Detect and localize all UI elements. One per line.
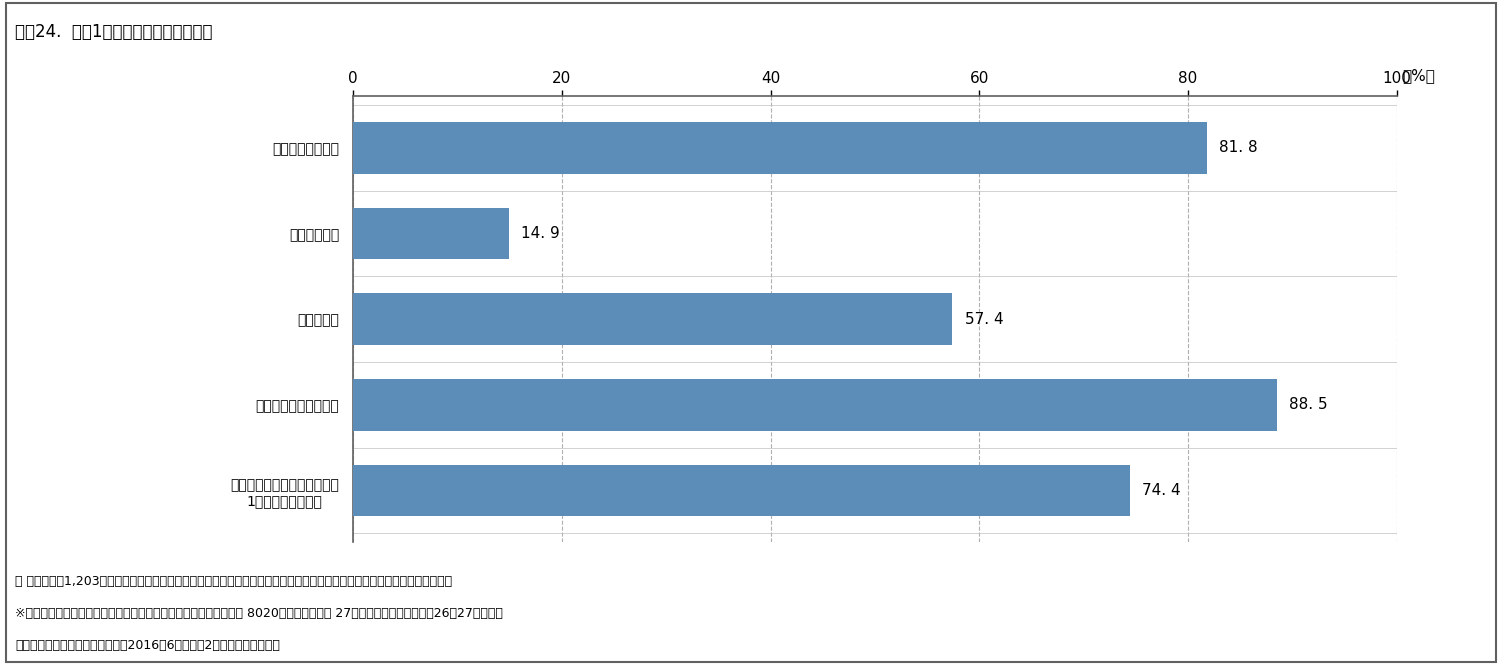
- Bar: [353, 293, 952, 345]
- Text: 88. 5: 88. 5: [1289, 398, 1328, 412]
- Text: （%）: （%）: [1401, 68, 1434, 83]
- Text: 14. 9: 14. 9: [521, 226, 560, 241]
- Text: 図表24.  過去1ヵ月に実施した予防処置: 図表24. 過去1ヵ月に実施した予防処置: [15, 23, 212, 41]
- Bar: [353, 465, 1130, 516]
- Text: ＊ 回答数は，1,203。なお，シーラントは，奥歯のくぼみにある溝部分にプラスチックを埋め込むことで，虫歯を防ぐ方法。: ＊ 回答数は，1,203。なお，シーラントは，奥歯のくぼみにある溝部分にプラスチ…: [15, 575, 452, 589]
- Text: ラインデータ集計結果報告書，2016年6月）の図2をもとに，筆者作成: ラインデータ集計結果報告書，2016年6月）の図2をもとに，筆者作成: [15, 639, 279, 652]
- Bar: [353, 122, 1208, 174]
- Bar: [353, 207, 509, 259]
- Text: 81. 8: 81. 8: [1220, 140, 1259, 156]
- Text: 74. 4: 74. 4: [1142, 483, 1181, 498]
- Bar: [353, 379, 1277, 431]
- Text: 57. 4: 57. 4: [964, 312, 1003, 327]
- Text: ※「歯科医療による健康増進効果関する調査研究」（公益財団法人 8020推進財団，平成 27年度調査研究事業，平成26・27年ベース: ※「歯科医療による健康増進効果関する調査研究」（公益財団法人 8020推進財団，…: [15, 607, 503, 620]
